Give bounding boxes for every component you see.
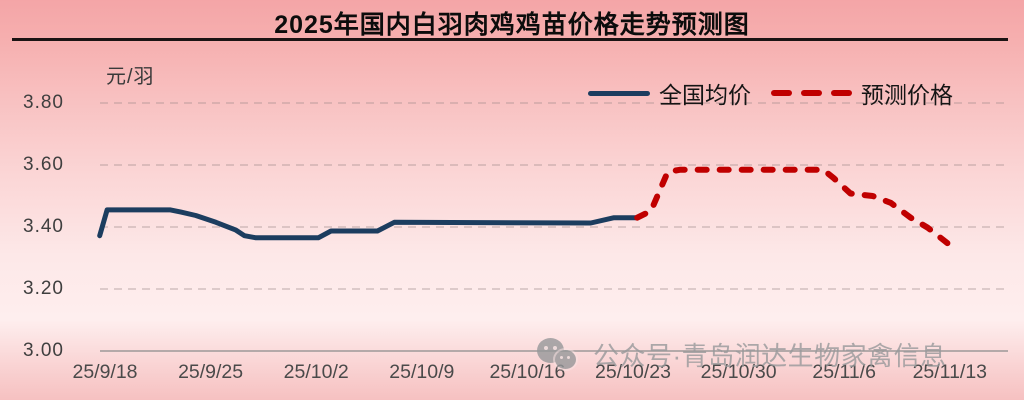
- legend-label-actual: 全国均价: [659, 82, 751, 108]
- chat-bubble-small: [555, 349, 576, 369]
- legend-label-forecast: 预测价格: [861, 82, 953, 108]
- solid-line-swatch: [588, 90, 650, 96]
- title-divider: [12, 38, 1008, 41]
- y-axis-unit-label: 元/羽: [106, 66, 155, 88]
- dashed-line-swatch: [771, 90, 852, 96]
- dash-segment: [801, 90, 822, 96]
- watermark-text: 公众号·青岛润达生物家禽信息: [593, 341, 947, 371]
- gridlines: [100, 102, 1008, 352]
- legend: 全国均价 预测价格: [588, 76, 953, 110]
- legend-item-forecast: 预测价格: [771, 76, 953, 110]
- dash-segment: [831, 90, 852, 96]
- dash-segment: [771, 90, 792, 96]
- chart-title: 2025年国内白羽肉鸡鸡苗价格走势预测图: [274, 11, 750, 39]
- wechat-icon: [537, 337, 583, 373]
- legend-item-actual: 全国均价: [588, 76, 751, 110]
- forecast-price-line: [634, 166, 953, 248]
- actual-price-line: [97, 207, 640, 241]
- watermark: 公众号·青岛润达生物家禽信息: [537, 336, 947, 373]
